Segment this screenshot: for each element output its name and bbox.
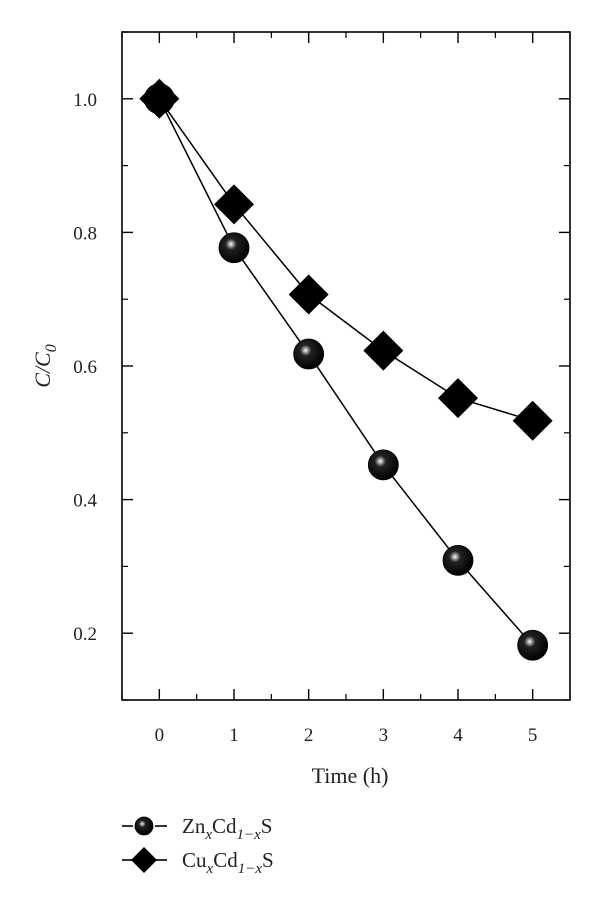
y-axis-label: C/C0 — [30, 344, 60, 387]
legend-label-subscript: 1−x — [237, 827, 262, 843]
data-point-sphere — [218, 232, 250, 264]
x-tick-label: 0 — [155, 725, 165, 746]
x-tick-label: 1 — [229, 725, 239, 746]
x-axis-label: Time (h) — [312, 763, 389, 788]
legend-diamond-marker — [131, 847, 157, 873]
legend-item: ZnxCd1−xS — [122, 814, 272, 843]
legend-label: CuxCd1−xS — [182, 848, 274, 877]
series-sphere — [143, 83, 549, 661]
series-layer — [139, 78, 553, 661]
data-point-diamond — [288, 274, 329, 315]
legend-label-subscript: x — [204, 827, 212, 843]
data-point-sphere — [517, 629, 549, 661]
data-point-diamond — [363, 330, 404, 371]
x-tick-label: 2 — [304, 725, 314, 746]
legend-sphere-marker — [134, 816, 154, 836]
series-line — [158, 98, 534, 646]
y-tick-label: 0.4 — [73, 491, 97, 512]
data-point-diamond — [214, 184, 254, 225]
data-point-sphere — [442, 544, 474, 576]
legend-label-element: Cd — [213, 848, 238, 872]
data-point-sphere — [293, 338, 325, 370]
legend-label-element: Cu — [182, 848, 207, 872]
series-diamond — [139, 78, 553, 441]
y-tick-label: 1.0 — [73, 90, 97, 111]
data-point-diamond — [139, 78, 180, 119]
data-point-diamond — [512, 400, 553, 441]
legend-label-element: Zn — [182, 814, 206, 838]
legend-label: ZnxCd1−xS — [182, 814, 272, 843]
legend-label-element: S — [262, 848, 274, 872]
data-point-diamond — [438, 378, 478, 419]
y-axis-label-main: C/C — [30, 352, 55, 388]
y-axis-label-sub: 0 — [43, 344, 60, 352]
legend-label-element: Cd — [212, 814, 237, 838]
plot-frame — [121, 31, 571, 701]
legend-label-subscript: x — [206, 861, 214, 877]
legend-label-element: S — [261, 814, 273, 838]
x-tick-label: 4 — [453, 725, 463, 746]
data-point-sphere — [367, 449, 399, 481]
series-line — [158, 98, 533, 422]
y-tick-label: 0.6 — [73, 357, 97, 378]
y-ticks: 0.2 0.4 0.6 0.8 1.0 — [73, 31, 570, 701]
y-tick-label: 0.2 — [73, 624, 97, 645]
y-tick-label: 0.8 — [73, 223, 97, 244]
legend-label-subscript: 1−x — [238, 861, 263, 877]
legend-item: CuxCd1−xS — [122, 847, 274, 877]
x-ticks: 0 1 2 3 4 5 — [121, 32, 571, 746]
x-tick-label: 3 — [379, 725, 389, 746]
x-tick-label: 5 — [528, 725, 538, 746]
